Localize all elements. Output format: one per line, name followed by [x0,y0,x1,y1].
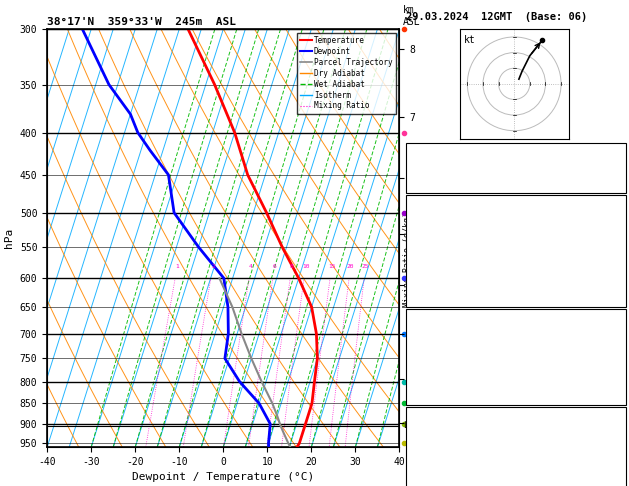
Text: Most Unstable: Most Unstable [479,310,553,319]
Legend: Temperature, Dewpoint, Parcel Trajectory, Dry Adiabat, Wet Adiabat, Isotherm, Mi: Temperature, Dewpoint, Parcel Trajectory… [297,33,396,114]
Text: K: K [409,145,415,154]
Text: SREH: SREH [409,439,432,449]
Text: 61: 61 [612,439,623,449]
Text: PW (cm): PW (cm) [409,176,449,185]
Y-axis label: hPa: hPa [4,228,14,248]
Text: CIN (J): CIN (J) [409,388,449,397]
Text: 0: 0 [618,357,623,366]
Text: Dewp (°C): Dewp (°C) [409,227,460,237]
Text: Lifted Index: Lifted Index [409,259,478,268]
X-axis label: Dewpoint / Temperature (°C): Dewpoint / Temperature (°C) [132,472,314,483]
Text: Lifted Index: Lifted Index [409,357,478,366]
Text: θₑ (K): θₑ (K) [409,341,443,350]
Text: 75: 75 [612,274,623,283]
Text: LCL: LCL [404,421,418,431]
Text: 45: 45 [612,424,623,433]
Text: StmSpd (kt): StmSpd (kt) [409,470,472,480]
Text: 1.53: 1.53 [600,176,623,185]
Text: km
ASL: km ASL [403,5,420,27]
Text: CAPE (J): CAPE (J) [409,372,455,382]
Text: Temp (°C): Temp (°C) [409,212,460,221]
Text: 10: 10 [302,263,309,269]
Text: 973: 973 [606,326,623,335]
Text: CIN (J): CIN (J) [409,290,449,299]
Text: Surface: Surface [496,196,536,206]
Text: 16.3: 16.3 [600,212,623,221]
Text: 232°: 232° [600,455,623,464]
Text: 94: 94 [612,290,623,299]
Text: 6: 6 [273,263,277,269]
Text: kt: kt [464,35,476,45]
Text: 29: 29 [612,470,623,480]
Text: Pressure (mb): Pressure (mb) [409,326,484,335]
Text: 75: 75 [612,372,623,382]
Text: 315: 315 [606,341,623,350]
Text: Mixing Ratio (g/kg): Mixing Ratio (g/kg) [403,211,412,307]
Text: 25: 25 [362,263,369,269]
Text: 94: 94 [612,388,623,397]
Text: © weatheronline.co.uk: © weatheronline.co.uk [464,474,561,484]
Text: Totals Totals: Totals Totals [409,160,484,170]
Text: 10.8: 10.8 [600,227,623,237]
Text: 21: 21 [612,145,623,154]
Text: 29.03.2024  12GMT  (Base: 06): 29.03.2024 12GMT (Base: 06) [406,12,587,22]
Text: EH: EH [409,424,420,433]
Text: Hodograph: Hodograph [490,408,542,417]
Text: θₑ(K): θₑ(K) [409,243,438,252]
Text: 0: 0 [618,259,623,268]
Text: 1: 1 [175,263,179,269]
Text: 15: 15 [328,263,335,269]
Text: 315: 315 [606,243,623,252]
Text: 48: 48 [612,160,623,170]
Text: 38°17'N  359°33'W  245m  ASL: 38°17'N 359°33'W 245m ASL [47,17,236,27]
Text: CAPE (J): CAPE (J) [409,274,455,283]
Text: StmDir: StmDir [409,455,443,464]
Text: 4: 4 [249,263,253,269]
Text: 2: 2 [211,263,214,269]
Text: 8: 8 [290,263,294,269]
Text: 20: 20 [347,263,354,269]
